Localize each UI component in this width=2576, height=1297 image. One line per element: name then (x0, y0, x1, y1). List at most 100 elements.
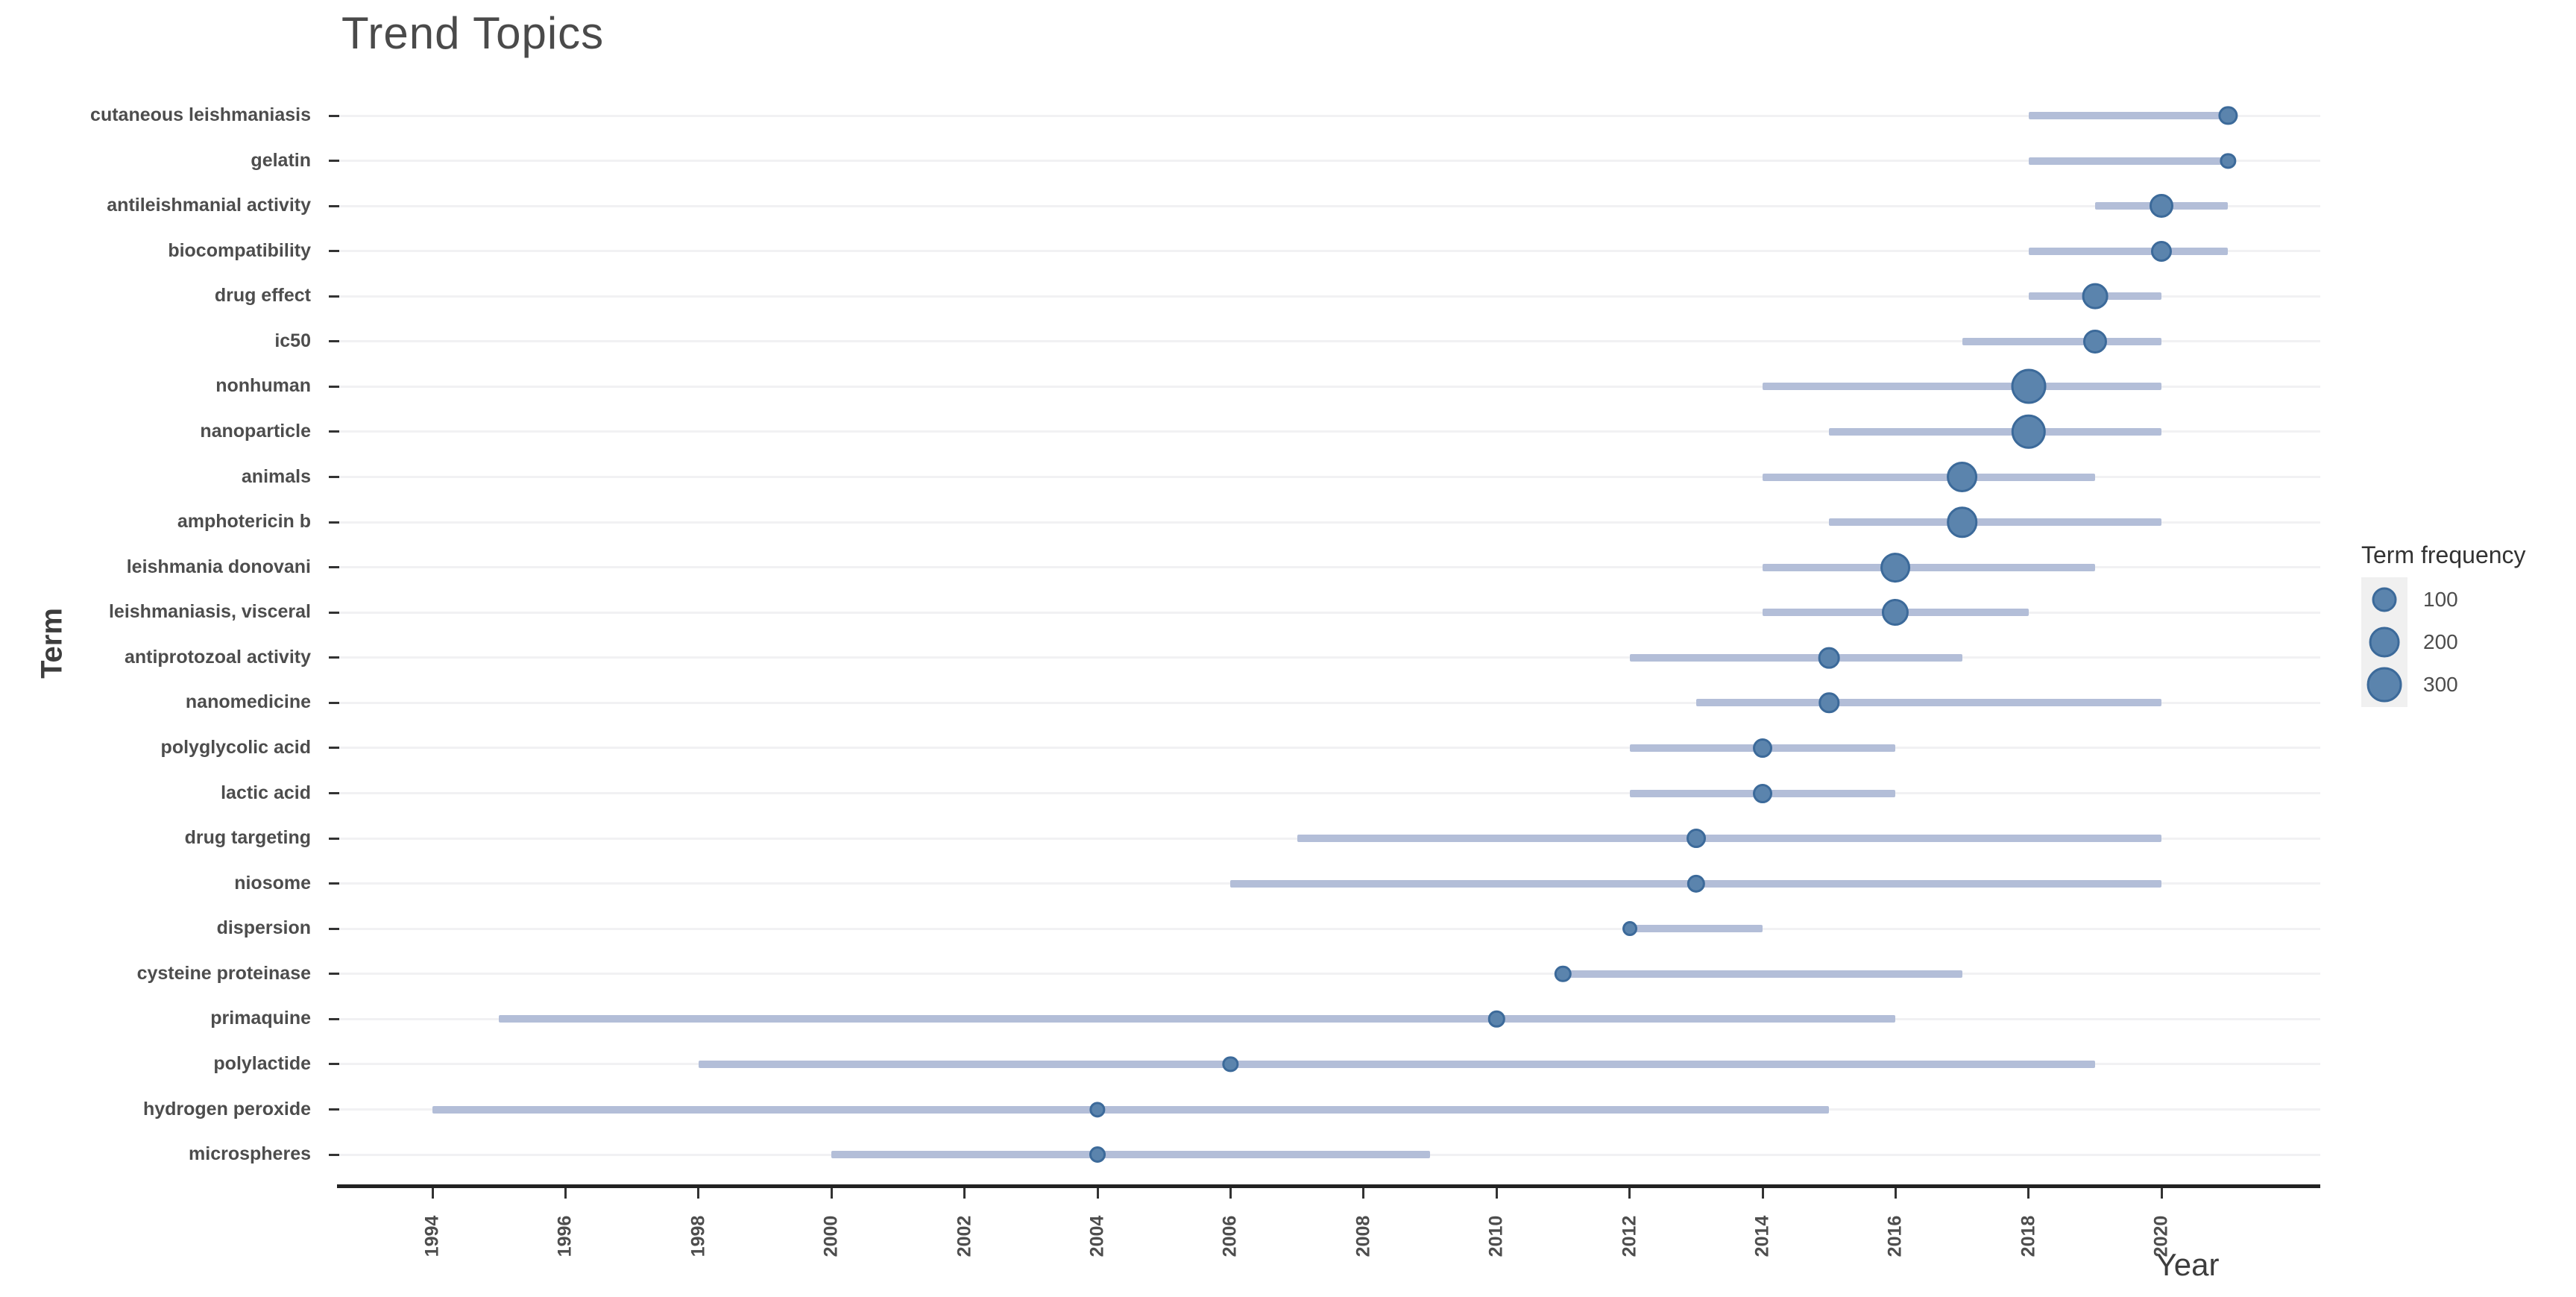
data-point (1818, 692, 1839, 714)
term-label: nonhuman (215, 375, 311, 397)
x-axis-tick (1761, 1188, 1764, 1199)
x-axis-tick-label: 2016 (1884, 1215, 1906, 1257)
grid-line (337, 340, 2320, 343)
term-label: hydrogen peroxide (142, 1098, 311, 1119)
x-axis-tick-label: 2018 (2018, 1215, 2039, 1257)
data-point (1946, 506, 1978, 538)
data-point (1089, 1146, 1106, 1163)
y-tick (329, 656, 339, 659)
interval-line (2028, 112, 2229, 119)
x-axis-tick-label: 2012 (1619, 1215, 1640, 1257)
interval-line (1763, 563, 2095, 571)
x-axis-tick (2027, 1188, 2030, 1199)
y-tick (329, 747, 339, 750)
y-tick (329, 973, 339, 976)
interval-line (1962, 337, 2162, 345)
y-tick (329, 701, 339, 704)
data-point (2011, 368, 2047, 404)
data-point (1555, 965, 1572, 983)
grid-line (337, 611, 2320, 614)
x-axis-tick (564, 1188, 567, 1199)
grid-line (337, 385, 2320, 388)
y-tick (329, 114, 339, 117)
x-axis-tick-label: 1996 (554, 1215, 576, 1257)
grid-line (337, 295, 2320, 298)
y-tick (329, 340, 339, 343)
interval-line (1563, 970, 1962, 978)
x-axis-tick (1362, 1188, 1365, 1199)
interval-line (831, 1151, 1430, 1159)
x-axis-tick (431, 1188, 434, 1199)
x-axis-tick (830, 1188, 833, 1199)
grid-line (337, 701, 2320, 704)
y-tick (329, 1017, 339, 1020)
term-label: nanomedicine (185, 691, 311, 713)
interval-line (1629, 653, 1962, 662)
chart-title: Trend Topics (341, 8, 605, 58)
y-tick (329, 160, 339, 163)
term-label: biocompatibility (168, 239, 311, 261)
interval-line (1829, 427, 2162, 436)
x-axis-tick-label: 2006 (1219, 1215, 1241, 1257)
interval-line (1695, 699, 2162, 707)
term-label: drug effect (214, 285, 311, 307)
legend-dot (2372, 587, 2397, 612)
term-label: leishmaniasis, visceral (108, 601, 311, 623)
x-axis-line (337, 1184, 2320, 1188)
y-tick (329, 476, 339, 479)
y-tick (329, 566, 339, 569)
x-axis-title: Year (2155, 1247, 2220, 1282)
term-label: lactic acid (221, 782, 311, 803)
legend-label: 100 (2423, 588, 2458, 611)
legend-dot (2366, 667, 2402, 703)
term-label: ic50 (274, 330, 311, 351)
interval-line (1629, 925, 1763, 933)
term-label: leishmania donovani (126, 556, 311, 577)
grid-line (337, 747, 2320, 750)
y-axis-title: Term (35, 608, 69, 679)
x-axis-tick-label: 2010 (1485, 1215, 1507, 1257)
term-label: cutaneous leishmaniasis (90, 104, 311, 125)
data-point (1946, 461, 1978, 493)
x-axis-tick (697, 1188, 700, 1199)
data-point (2220, 152, 2237, 169)
x-axis-tick (963, 1188, 966, 1199)
data-point (1686, 829, 1706, 849)
grid-line (337, 566, 2320, 569)
data-point (2150, 194, 2174, 219)
y-tick (329, 1063, 339, 1066)
x-axis-tick-label: 2002 (954, 1215, 975, 1257)
x-axis-tick (1894, 1188, 1897, 1199)
term-label: niosome (234, 872, 311, 894)
interval-line (2028, 247, 2229, 255)
legend-label: 300 (2423, 673, 2458, 696)
y-tick (329, 611, 339, 614)
data-point (2011, 414, 2047, 450)
legend-title: Term frequency (2361, 541, 2526, 568)
grid-line (337, 476, 2320, 479)
term-label: antiprotozoal activity (124, 646, 311, 668)
y-tick (329, 927, 339, 930)
y-tick (329, 1153, 339, 1156)
data-point (1753, 738, 1772, 758)
interval-line (1763, 473, 2095, 481)
interval-line (1297, 835, 2162, 843)
data-point (1622, 921, 1637, 937)
term-label: polyglycolic acid (160, 736, 311, 758)
data-point (1880, 552, 1911, 582)
grid-line (337, 250, 2320, 253)
x-axis-tick-label: 2014 (1751, 1215, 1773, 1257)
data-point (1882, 599, 1909, 626)
data-point (2151, 240, 2173, 262)
x-axis-tick (1229, 1188, 1232, 1199)
term-label: dispersion (216, 917, 311, 939)
y-tick (329, 837, 339, 840)
term-label: microspheres (189, 1143, 311, 1165)
term-label: cysteine proteinase (136, 962, 311, 984)
term-label: primaquine (210, 1008, 311, 1029)
interval-line (499, 1015, 1896, 1023)
x-axis-tick-label: 2008 (1352, 1215, 1374, 1257)
term-label: polylactide (213, 1052, 311, 1074)
data-point (1487, 1011, 1505, 1028)
